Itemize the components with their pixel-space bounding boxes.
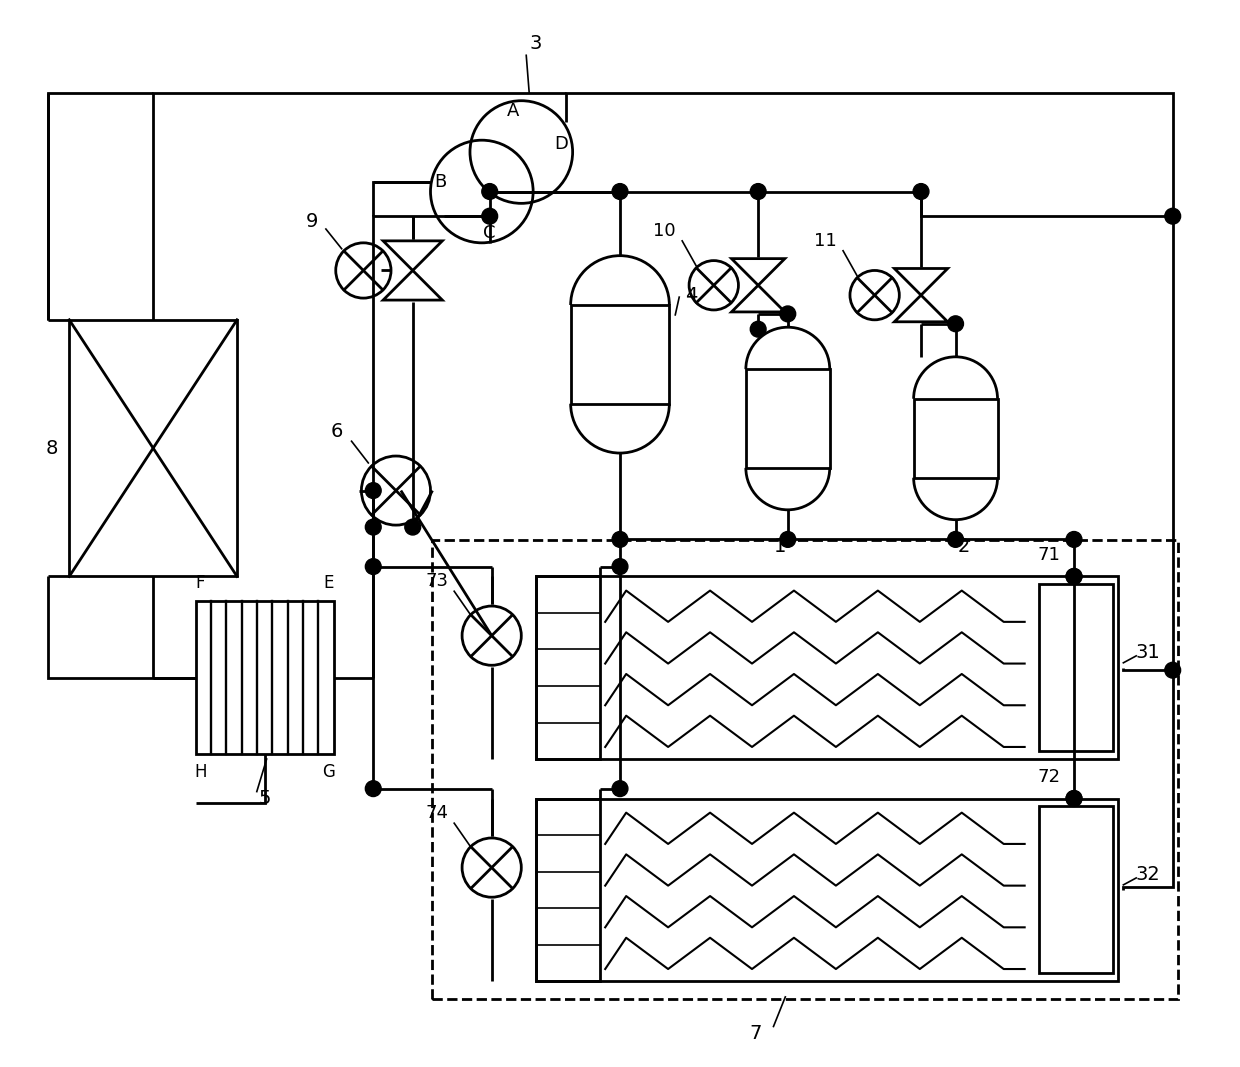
Circle shape xyxy=(613,559,627,574)
Bar xyxy=(536,576,1118,759)
Bar xyxy=(536,798,600,981)
Circle shape xyxy=(366,559,381,574)
Text: 11: 11 xyxy=(813,232,837,250)
Text: F: F xyxy=(196,574,206,592)
Bar xyxy=(914,399,997,478)
Text: 73: 73 xyxy=(425,572,449,590)
Circle shape xyxy=(1066,531,1083,547)
Text: 6: 6 xyxy=(331,421,343,441)
Circle shape xyxy=(482,184,497,200)
Bar xyxy=(570,305,670,403)
Circle shape xyxy=(366,482,381,498)
Circle shape xyxy=(482,208,497,224)
Text: 5: 5 xyxy=(258,789,270,808)
Bar xyxy=(69,320,237,576)
Text: 8: 8 xyxy=(46,439,58,458)
Text: H: H xyxy=(195,763,207,781)
Circle shape xyxy=(613,531,627,547)
Bar xyxy=(1039,585,1114,751)
Bar xyxy=(433,540,1178,999)
Text: 31: 31 xyxy=(1136,643,1161,663)
Circle shape xyxy=(750,184,766,200)
Text: 32: 32 xyxy=(1136,865,1161,885)
Circle shape xyxy=(1066,791,1083,807)
Circle shape xyxy=(1164,663,1180,679)
Circle shape xyxy=(613,184,627,200)
Text: 4: 4 xyxy=(684,286,697,305)
Bar xyxy=(536,798,1118,981)
Text: C: C xyxy=(484,224,496,242)
Circle shape xyxy=(1066,569,1083,585)
Text: 2: 2 xyxy=(957,538,970,556)
Text: G: G xyxy=(322,763,335,781)
Text: 74: 74 xyxy=(425,805,449,823)
Text: 1: 1 xyxy=(774,538,786,556)
Text: B: B xyxy=(434,173,446,191)
Circle shape xyxy=(780,531,796,547)
Text: 10: 10 xyxy=(653,222,676,240)
Bar xyxy=(1039,807,1114,973)
Circle shape xyxy=(947,316,963,332)
Text: 72: 72 xyxy=(1038,768,1061,785)
Circle shape xyxy=(750,321,766,337)
Circle shape xyxy=(366,520,381,535)
Text: A: A xyxy=(507,101,520,120)
Circle shape xyxy=(913,184,929,200)
Text: 7: 7 xyxy=(749,1024,761,1042)
Text: 3: 3 xyxy=(529,34,542,53)
Circle shape xyxy=(1066,569,1083,585)
Circle shape xyxy=(947,531,963,547)
Circle shape xyxy=(1164,208,1180,224)
Text: E: E xyxy=(324,574,334,592)
Bar xyxy=(536,576,600,759)
Text: D: D xyxy=(554,136,568,154)
Text: 9: 9 xyxy=(306,211,319,230)
Circle shape xyxy=(613,781,627,797)
Text: 71: 71 xyxy=(1038,545,1060,563)
Circle shape xyxy=(780,306,796,322)
Circle shape xyxy=(366,781,381,797)
Circle shape xyxy=(1066,791,1083,807)
Bar xyxy=(745,369,830,467)
Circle shape xyxy=(404,520,420,535)
Bar xyxy=(196,601,334,754)
